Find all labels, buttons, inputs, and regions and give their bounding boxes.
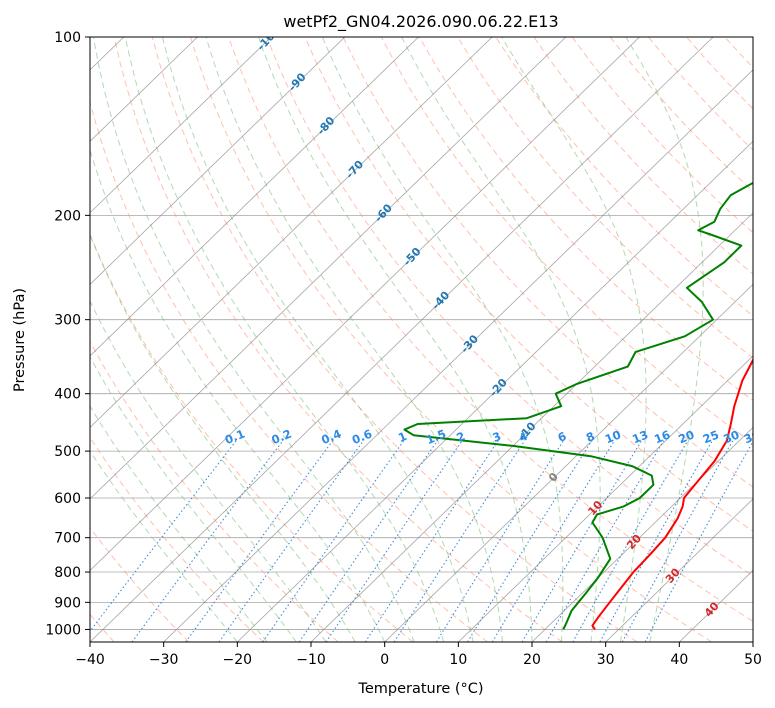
isotherm-line xyxy=(90,37,567,500)
y-tick-label: 400 xyxy=(54,387,81,403)
moist-adiabat-line xyxy=(90,405,268,642)
mixing-ratio-line xyxy=(435,440,564,642)
mixing-ratio-label: 25 xyxy=(701,427,721,446)
moist-adiabat-line xyxy=(90,233,356,642)
mixing-ratio-line xyxy=(298,440,438,642)
moist-adiabat-line xyxy=(161,37,474,642)
moist-adiabat-line xyxy=(90,355,297,642)
x-tick-label: 50 xyxy=(744,652,762,668)
y-tick-label: 100 xyxy=(54,30,81,46)
isotherm-line xyxy=(163,69,753,642)
dry-adiabat-line xyxy=(495,37,753,317)
moist-adiabat-line xyxy=(625,37,704,642)
dry-adiabat-line xyxy=(190,37,712,642)
y-tick-label: 800 xyxy=(54,565,81,581)
isotherm-line xyxy=(531,426,753,642)
x-tick-label: −40 xyxy=(75,652,105,668)
isotherm-line xyxy=(458,355,753,642)
isotherm-line xyxy=(90,37,493,428)
y-tick-label: 900 xyxy=(54,595,81,611)
x-axis-title: Temperature (°C) xyxy=(357,681,483,697)
dry-adiabat-line xyxy=(151,37,638,642)
moist-adiabat-line xyxy=(501,37,647,642)
x-tick-label: 40 xyxy=(670,652,688,668)
mixing-ratio-line xyxy=(325,440,463,642)
y-tick-label: 300 xyxy=(54,313,81,329)
isotherm-line xyxy=(90,37,198,142)
dry-adiabat-line xyxy=(228,37,753,622)
mixing-ratio-label: 16 xyxy=(652,427,672,446)
moist-adiabat-line xyxy=(90,299,327,642)
mixing-ratio-line xyxy=(545,440,665,642)
moist-adiabat-line xyxy=(258,37,533,642)
x-tick-label: 20 xyxy=(523,652,541,668)
y-tick-label: 600 xyxy=(54,491,81,507)
dry-adiabat-line xyxy=(113,37,563,642)
moist-adiabat-line xyxy=(90,450,238,642)
isotherm-line xyxy=(605,498,753,642)
y-tick-label: 1000 xyxy=(45,622,81,638)
moist-adiabat-line xyxy=(401,37,601,642)
mixing-ratio-line xyxy=(467,440,593,642)
mixing-ratio-label: 36 xyxy=(742,427,762,446)
mixing-ratio-line xyxy=(521,440,643,642)
plot-frame xyxy=(89,36,754,643)
isotherm-line xyxy=(310,212,753,642)
x-tick-label: 0 xyxy=(380,652,389,668)
y-axis-ticks: 100 200 300 400 500 600 700 800 900 1000 xyxy=(45,30,90,638)
dry-adiabat-line xyxy=(304,37,753,532)
mixing-ratio-label: 20 xyxy=(676,427,696,446)
y-tick-label: 200 xyxy=(54,208,81,224)
mixing-ratio-label: 10 xyxy=(603,427,623,446)
isotherm-line xyxy=(90,37,419,357)
x-tick-label: −30 xyxy=(149,652,179,668)
dry-adiabat-line xyxy=(90,340,339,642)
x-tick-label: 10 xyxy=(449,652,467,668)
mixing-ratio-line xyxy=(364,440,499,642)
y-tick-label: 500 xyxy=(54,444,81,460)
moist-adiabat-line xyxy=(124,37,445,642)
dry-adiabat-line xyxy=(90,436,264,642)
isotherm-line xyxy=(384,283,753,642)
mixing-ratio-line xyxy=(262,440,405,642)
mixing-ratio-line xyxy=(572,440,689,642)
dry-adiabat-line xyxy=(266,37,753,577)
dry-adiabat-line xyxy=(90,99,488,642)
mixing-ratio-line xyxy=(621,440,734,642)
mixing-ratio-line xyxy=(491,440,615,642)
moist-adiabat-line xyxy=(90,148,386,642)
x-axis-ticks: −40 −30 −20 −10 0 10 20 30 40 50 xyxy=(75,642,762,668)
moist-adiabat-line xyxy=(205,37,503,642)
moist-adiabat-line xyxy=(321,37,564,642)
x-tick-label: 30 xyxy=(597,652,615,668)
isotherm-line xyxy=(90,37,346,285)
mixing-ratio-label: 13 xyxy=(630,427,650,446)
isotherm-line xyxy=(90,37,272,214)
isotherms xyxy=(90,37,753,642)
temperature-line xyxy=(591,357,753,630)
mixing-ratio-label: 30 xyxy=(721,427,741,446)
x-tick-label: −20 xyxy=(223,652,253,668)
dewpoint-line xyxy=(403,181,753,630)
mixing-ratio-line xyxy=(185,440,334,642)
isotherm-line xyxy=(90,37,714,642)
isotherm-line xyxy=(90,37,640,572)
chart-title: wetPf2_GN04.2026.090.06.22.E13 xyxy=(283,12,558,32)
y-axis-title: Pressure (hPa) xyxy=(12,288,28,392)
profile-series xyxy=(403,181,753,630)
mixing-ratio-line xyxy=(131,440,284,642)
isotherm-line xyxy=(237,140,753,642)
x-tick-label: −10 xyxy=(296,652,326,668)
y-tick-label: 700 xyxy=(54,531,81,547)
